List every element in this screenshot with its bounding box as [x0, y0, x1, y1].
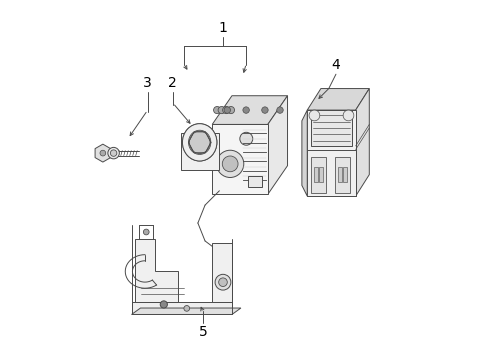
Text: 1: 1 [218, 21, 227, 35]
FancyBboxPatch shape [334, 157, 349, 193]
Ellipse shape [189, 131, 209, 153]
Text: 5: 5 [199, 325, 207, 339]
Circle shape [243, 107, 249, 113]
Circle shape [343, 110, 353, 121]
Circle shape [108, 147, 119, 159]
Circle shape [110, 150, 117, 156]
Circle shape [222, 107, 229, 114]
Circle shape [215, 274, 230, 290]
Polygon shape [131, 308, 241, 315]
Polygon shape [212, 125, 267, 194]
Polygon shape [306, 89, 368, 110]
Polygon shape [95, 144, 110, 162]
FancyBboxPatch shape [318, 167, 323, 182]
Ellipse shape [182, 124, 217, 161]
Circle shape [227, 107, 234, 114]
Text: 2: 2 [168, 76, 177, 90]
Circle shape [218, 278, 227, 287]
FancyBboxPatch shape [306, 149, 355, 196]
Circle shape [100, 150, 105, 156]
Circle shape [224, 107, 230, 113]
FancyBboxPatch shape [310, 157, 325, 193]
Polygon shape [355, 89, 368, 196]
Circle shape [160, 301, 167, 308]
FancyBboxPatch shape [131, 302, 231, 315]
Ellipse shape [182, 124, 217, 161]
FancyBboxPatch shape [343, 167, 346, 182]
Circle shape [218, 107, 225, 114]
FancyBboxPatch shape [212, 243, 231, 302]
FancyBboxPatch shape [313, 167, 317, 182]
Circle shape [222, 156, 238, 172]
Polygon shape [267, 96, 287, 194]
Circle shape [183, 306, 189, 311]
Circle shape [239, 132, 252, 145]
Polygon shape [212, 96, 287, 125]
FancyBboxPatch shape [181, 133, 218, 170]
Circle shape [276, 107, 283, 113]
Polygon shape [135, 239, 178, 302]
Circle shape [308, 110, 319, 121]
Text: 3: 3 [143, 76, 152, 90]
Ellipse shape [188, 130, 210, 154]
Polygon shape [306, 110, 355, 196]
Circle shape [213, 107, 220, 114]
FancyBboxPatch shape [247, 176, 262, 187]
Circle shape [216, 150, 244, 177]
Text: 4: 4 [331, 58, 340, 72]
Polygon shape [310, 110, 351, 146]
Circle shape [261, 107, 267, 113]
Circle shape [143, 229, 149, 235]
Polygon shape [301, 110, 306, 196]
FancyBboxPatch shape [337, 167, 342, 182]
